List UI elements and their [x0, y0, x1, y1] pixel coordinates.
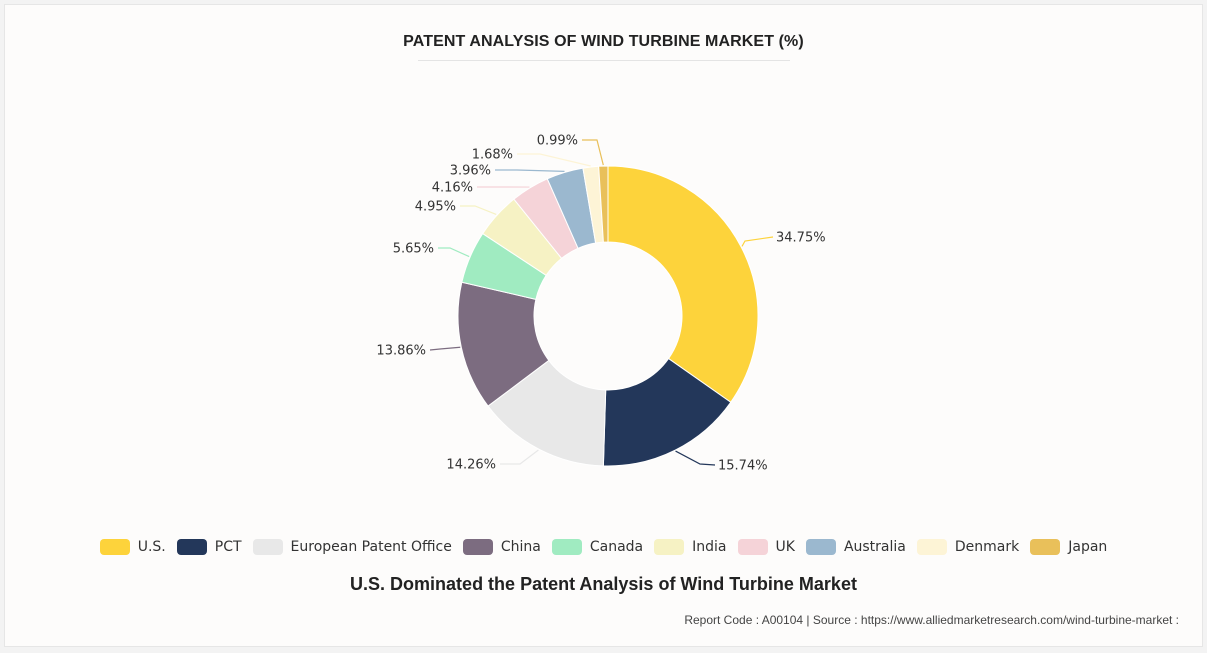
legend-label: Australia [843, 539, 906, 555]
legend-label: India [692, 539, 727, 555]
legend-label: Denmark [954, 539, 1020, 555]
legend-swatch [462, 539, 493, 555]
legend-label: U.S. [137, 539, 166, 555]
legend-label: Japan [1068, 539, 1108, 555]
legend-swatch [99, 539, 130, 555]
legend-swatch [916, 539, 947, 555]
slice-u-s- [607, 165, 759, 403]
data-label: 4.95% [415, 200, 456, 215]
data-label: 15.74% [718, 459, 768, 474]
data-label: 14.26% [446, 458, 496, 473]
legend-item[interactable]: Canada [551, 539, 644, 555]
legend-label: European Patent Office [290, 539, 452, 555]
legend-swatch [805, 539, 836, 555]
chart-subtitle: U.S. Dominated the Patent Analysis of Wi… [350, 574, 857, 594]
legend-label: UK [775, 539, 795, 555]
legend-item[interactable]: China [462, 539, 541, 555]
legend-label: PCT [214, 539, 242, 555]
legend-swatch [1030, 539, 1061, 555]
chart-legend: U.S. PCT European Patent Office China Canada… [0, 539, 1207, 555]
leader-line [429, 346, 461, 351]
legend-item[interactable]: Australia [805, 539, 906, 555]
leader-line [517, 153, 591, 167]
legend-swatch [551, 539, 582, 555]
title-divider [418, 60, 790, 61]
leader-line [438, 247, 470, 258]
leader-line [495, 169, 565, 172]
legend-swatch [176, 539, 207, 555]
leader-line [741, 236, 774, 247]
data-label: 34.75% [776, 231, 826, 246]
data-label: 1.68% [472, 148, 513, 163]
legend-item[interactable]: Japan [1030, 539, 1107, 555]
legend-label: China [500, 539, 541, 555]
legend-swatch [654, 539, 685, 555]
chart-title: PATENT ANALYSIS OF WIND TURBINE MARKET (… [403, 33, 804, 50]
leader-line [460, 205, 497, 216]
legend-item[interactable]: Denmark [916, 539, 1020, 555]
slice-japan [598, 165, 609, 243]
legend-label: Canada [589, 539, 644, 555]
legend-item[interactable]: U.S. [99, 539, 166, 555]
data-label: 0.99% [537, 134, 578, 149]
data-label: 13.86% [376, 344, 426, 359]
data-label: 3.96% [450, 164, 491, 179]
legend-item[interactable]: European Patent Office [252, 539, 452, 555]
legend-item[interactable]: PCT [176, 539, 242, 555]
data-label: 4.16% [432, 181, 473, 196]
legend-swatch [252, 539, 283, 555]
data-label: 5.65% [393, 242, 434, 257]
source-note: Report Code : A00104 | Source : https://… [684, 613, 1179, 627]
leader-line [582, 139, 604, 166]
legend-item[interactable]: India [654, 539, 727, 555]
leader-line [500, 449, 539, 465]
legend-item[interactable]: UK [737, 539, 795, 555]
legend-swatch [737, 539, 768, 555]
leader-line [675, 450, 716, 466]
